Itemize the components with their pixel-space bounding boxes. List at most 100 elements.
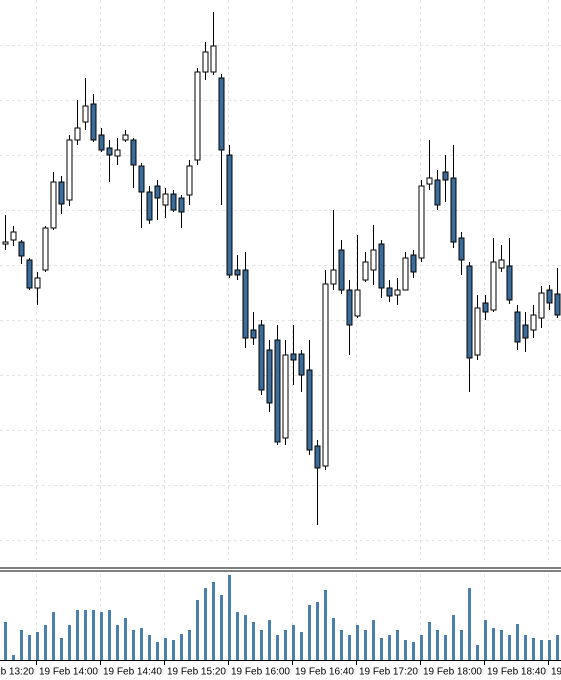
volume-bar xyxy=(244,615,247,660)
volume-bar xyxy=(180,634,183,660)
volume-bar xyxy=(132,630,135,660)
candle-body xyxy=(218,77,225,151)
x-tick-label: 19 Feb 16:00 xyxy=(231,667,290,678)
volume-bar xyxy=(396,630,399,660)
volume-bar xyxy=(348,635,351,660)
candle-body xyxy=(370,249,377,271)
candle-body xyxy=(258,324,265,391)
volume-bar xyxy=(500,630,503,660)
volume-bar xyxy=(436,630,439,660)
volume-bar xyxy=(20,630,23,660)
volume-bar xyxy=(308,605,311,660)
volume-bar xyxy=(292,625,295,660)
candle-body xyxy=(482,302,489,313)
volume-bar xyxy=(524,635,527,660)
volume-bar xyxy=(124,618,127,660)
candle-body xyxy=(362,261,369,281)
volume-bar xyxy=(140,628,143,660)
candle-body xyxy=(98,134,105,151)
candle-body xyxy=(394,289,401,296)
x-tick-label: 19 Feb 19:20 xyxy=(551,667,561,678)
volume-bar xyxy=(172,640,175,660)
candle-body xyxy=(514,311,521,343)
candle-body xyxy=(18,241,25,257)
candle-body xyxy=(346,289,353,326)
candle-body xyxy=(322,283,329,467)
volume-bar xyxy=(508,635,511,660)
candle-body xyxy=(338,249,345,291)
volume-bar xyxy=(420,635,423,660)
candle-body xyxy=(434,179,441,206)
candle-body xyxy=(186,165,193,196)
volume-bar xyxy=(300,632,303,660)
volume-bar xyxy=(332,618,335,660)
candle-body xyxy=(58,181,65,205)
volume-bar xyxy=(260,630,263,660)
candle-body xyxy=(250,329,257,339)
volume-bar xyxy=(76,610,79,660)
candle-body xyxy=(90,103,97,141)
candle-body xyxy=(522,324,529,339)
candle-body xyxy=(290,353,297,361)
volume-bar xyxy=(404,640,407,660)
candle-body xyxy=(450,177,457,243)
volume-bar xyxy=(68,625,71,660)
candle-body xyxy=(538,292,545,319)
candle-body xyxy=(234,269,241,276)
volume-bar xyxy=(108,610,111,660)
candle-body xyxy=(242,269,249,339)
volume-bar xyxy=(452,615,455,660)
volume-bar xyxy=(204,588,207,660)
candle-body xyxy=(546,289,553,304)
volume-bar xyxy=(156,642,159,660)
volume-bar xyxy=(228,575,231,660)
x-tick-label: 19 Feb 18:40 xyxy=(487,667,546,678)
candle-body xyxy=(298,353,305,376)
candle-body xyxy=(506,265,513,301)
volume-bar xyxy=(188,630,191,660)
x-tick-label: 19 Feb 17:20 xyxy=(359,667,418,678)
volume-bar xyxy=(460,630,463,660)
volume-bar xyxy=(116,625,119,660)
volume-bar xyxy=(12,655,15,660)
candle-body xyxy=(138,165,145,193)
volume-bar xyxy=(36,632,39,660)
candle-body xyxy=(178,197,185,213)
volume-bar xyxy=(444,635,447,660)
candle-body xyxy=(554,293,561,316)
candle-body xyxy=(274,339,281,443)
candle-body xyxy=(314,445,321,469)
volume-bar xyxy=(276,635,279,660)
candle-body xyxy=(410,254,417,273)
candle-body xyxy=(210,45,217,73)
volume-bar xyxy=(532,638,535,660)
candle-body xyxy=(474,307,481,356)
candle-body xyxy=(26,259,33,289)
volume-bar xyxy=(284,630,287,660)
candle-body xyxy=(498,259,505,269)
volume-bar xyxy=(364,630,367,660)
candle-body xyxy=(442,171,449,181)
x-tick-label: 19 Feb 15:20 xyxy=(167,667,226,678)
candle-body xyxy=(426,177,433,185)
grid-background xyxy=(0,0,561,560)
candle-body xyxy=(146,191,153,221)
volume-bar xyxy=(316,602,319,660)
volume-bar xyxy=(148,635,151,660)
volume-bar xyxy=(484,620,487,660)
volume-bar xyxy=(492,628,495,660)
volume-bar xyxy=(340,630,343,660)
candle-body xyxy=(282,354,289,439)
volume-bar xyxy=(548,640,551,660)
candle-body xyxy=(154,185,161,199)
candle-body xyxy=(170,193,177,211)
candle-body xyxy=(122,134,129,141)
volume-bar xyxy=(60,638,63,660)
candle-body xyxy=(490,261,497,311)
volume-bar xyxy=(556,635,559,660)
x-tick-label: 19 Feb 16:40 xyxy=(295,667,354,678)
volume-bar xyxy=(220,595,223,660)
candle-body xyxy=(354,289,361,317)
volume-bar xyxy=(380,638,383,660)
volume-bar xyxy=(4,622,7,660)
